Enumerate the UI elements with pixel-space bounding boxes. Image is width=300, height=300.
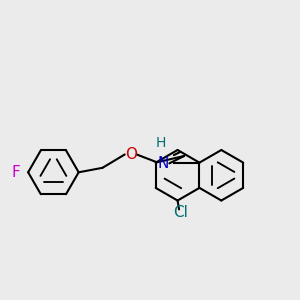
Text: N: N [158,156,169,171]
Text: H: H [155,136,166,150]
Text: O: O [125,147,137,162]
Text: Cl: Cl [173,205,188,220]
Text: F: F [12,165,21,180]
